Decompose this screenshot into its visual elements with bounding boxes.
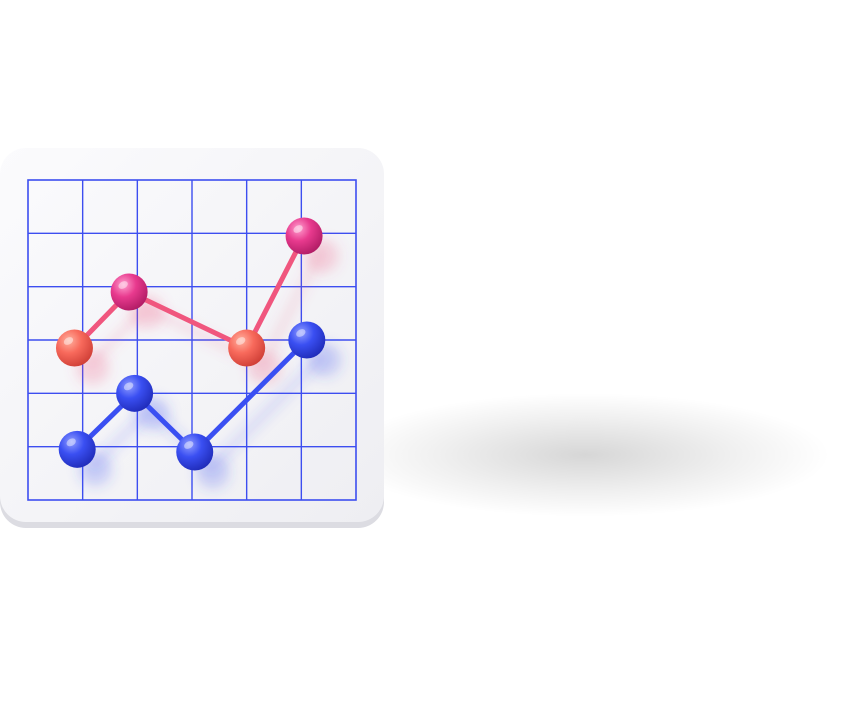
series-1-point-2-highlight xyxy=(118,281,128,289)
series-2-line xyxy=(74,337,310,455)
series-1-point-4-highlight xyxy=(293,225,303,233)
series-1-line xyxy=(72,233,307,351)
series-1-point-3 xyxy=(228,329,266,367)
series-1-point-3-highlight xyxy=(235,337,246,345)
chart-series-lines xyxy=(72,233,310,455)
series-2-point-3 xyxy=(176,433,214,471)
series-1-line-shadow xyxy=(86,248,325,368)
series-2-point-2 xyxy=(116,374,154,412)
card-cast-shadow xyxy=(340,393,830,517)
series-1-point-4 xyxy=(285,217,323,255)
series-2-point-4 xyxy=(288,321,326,359)
series-2-point-2-highlight xyxy=(123,382,134,391)
chart-series-points xyxy=(55,217,326,471)
series-2-point-1 xyxy=(58,430,96,468)
series-1-point-1 xyxy=(55,329,93,367)
series-1-point-1-highlight xyxy=(63,337,74,345)
series-2-point-4-highlight xyxy=(296,329,306,337)
series-1-point-2 xyxy=(110,273,148,311)
series-2-point-1-highlight xyxy=(66,438,76,447)
series-2-point-3-highlight xyxy=(184,441,194,449)
